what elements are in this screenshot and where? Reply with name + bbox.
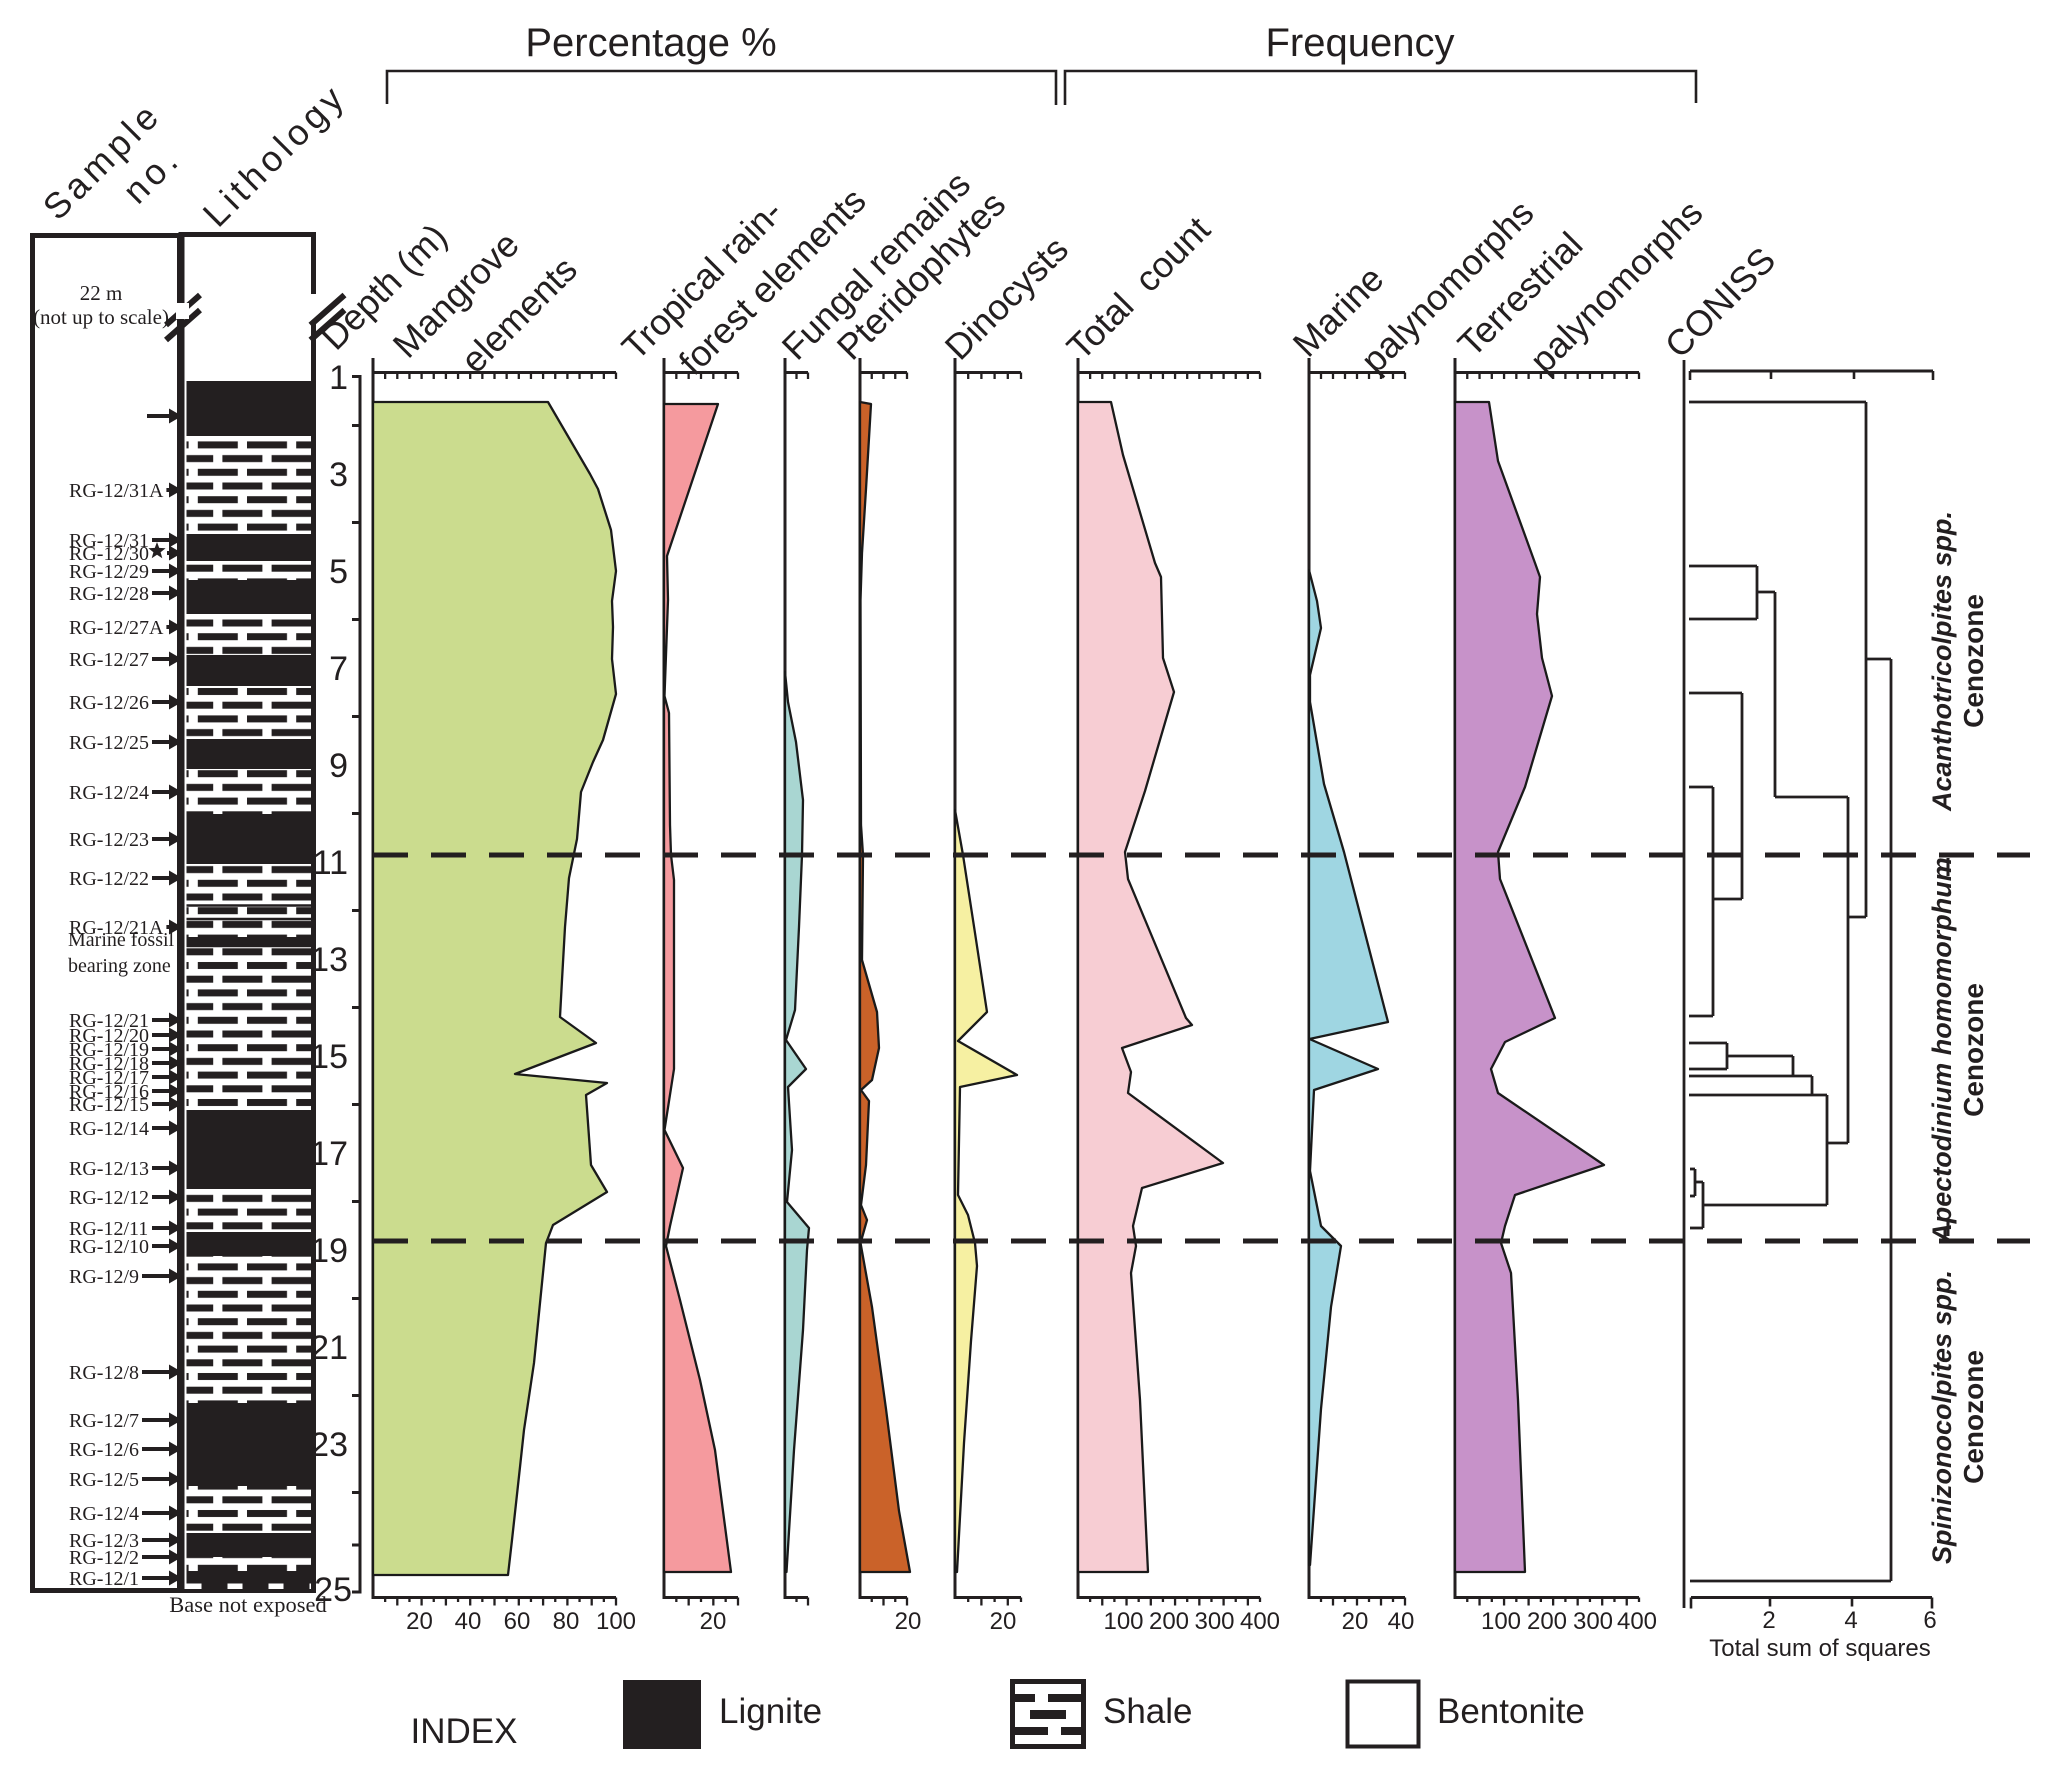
svg-text:RG-12/6: RG-12/6	[69, 1439, 139, 1461]
svg-text:5: 5	[329, 553, 348, 591]
svg-text:RG-12/1: RG-12/1	[69, 1568, 139, 1590]
svg-text:300: 300	[1573, 1608, 1613, 1635]
svg-text:20: 20	[1342, 1608, 1369, 1635]
svg-text:9: 9	[329, 747, 348, 785]
svg-text:RG-12/12: RG-12/12	[69, 1187, 149, 1209]
svg-text:20: 20	[990, 1608, 1017, 1635]
svg-text:RG-12/7: RG-12/7	[69, 1410, 139, 1432]
svg-text:RG-12/14: RG-12/14	[69, 1118, 149, 1140]
svg-text:20: 20	[895, 1608, 922, 1635]
svg-text:RG-12/21: RG-12/21	[69, 1010, 149, 1032]
svg-text:RG-12/2: RG-12/2	[69, 1547, 139, 1569]
svg-text:23: 23	[310, 1426, 348, 1464]
svg-text:19: 19	[310, 1232, 348, 1270]
svg-text:RG-12/25: RG-12/25	[69, 732, 149, 754]
svg-text:25: 25	[314, 1571, 352, 1609]
svg-text:RG-12/19: RG-12/19	[69, 1039, 149, 1061]
svg-text:RG-12/20: RG-12/20	[69, 1025, 149, 1047]
svg-text:Spinizonocolpites spp.: Spinizonocolpites spp.	[1927, 1270, 1957, 1564]
svg-text:RG-12/4: RG-12/4	[69, 1503, 139, 1525]
svg-text:RG-12/15: RG-12/15	[69, 1094, 149, 1116]
svg-text:40: 40	[455, 1608, 482, 1635]
svg-text:Lignite: Lignite	[719, 1692, 822, 1731]
svg-text:Cenozone: Cenozone	[1958, 983, 1989, 1117]
svg-text:80: 80	[553, 1608, 580, 1635]
svg-text:RG-12/10: RG-12/10	[69, 1236, 149, 1258]
svg-text:Marine fossil: Marine fossil	[68, 929, 175, 951]
svg-text:(not up to scale): (not up to scale)	[33, 305, 169, 329]
svg-text:RG-12/27: RG-12/27	[69, 649, 149, 671]
svg-text:Acanthotricolpites spp.: Acanthotricolpites spp.	[1927, 511, 1957, 812]
svg-text:RG-12/27A: RG-12/27A	[69, 617, 164, 639]
svg-text:Shale: Shale	[1103, 1692, 1193, 1731]
svg-text:100: 100	[1103, 1608, 1143, 1635]
svg-text:Total sum of squares: Total sum of squares	[1709, 1635, 1930, 1662]
svg-text:22 m: 22 m	[80, 281, 123, 305]
svg-text:RG-12/13: RG-12/13	[69, 1158, 149, 1180]
svg-text:RG-12/21A: RG-12/21A	[69, 917, 164, 939]
svg-text:4: 4	[1844, 1607, 1857, 1634]
svg-text:400: 400	[1617, 1608, 1657, 1635]
svg-text:1: 1	[329, 359, 348, 397]
svg-text:40: 40	[1388, 1608, 1415, 1635]
svg-text:RG-12/11: RG-12/11	[69, 1218, 148, 1240]
svg-text:6: 6	[1923, 1607, 1936, 1634]
svg-text:Cenozone: Cenozone	[1958, 594, 1989, 728]
svg-text:RG-12/18: RG-12/18	[69, 1053, 149, 1075]
svg-text:Frequency: Frequency	[1266, 21, 1455, 65]
svg-text:RG-12/28: RG-12/28	[69, 583, 149, 605]
svg-text:7: 7	[329, 650, 348, 688]
svg-text:13: 13	[310, 941, 348, 979]
svg-text:11: 11	[313, 844, 348, 882]
svg-text:RG-12/9: RG-12/9	[69, 1266, 139, 1288]
svg-text:20: 20	[700, 1608, 727, 1635]
svg-text:RG-12/22: RG-12/22	[69, 868, 149, 890]
svg-text:INDEX: INDEX	[411, 1712, 518, 1751]
svg-text:RG-12/31A: RG-12/31A	[69, 480, 164, 502]
svg-text:2: 2	[1762, 1607, 1775, 1634]
svg-text:100: 100	[596, 1608, 636, 1635]
svg-text:200: 200	[1149, 1608, 1189, 1635]
svg-text:400: 400	[1240, 1608, 1280, 1635]
svg-text:Base not exposed: Base not exposed	[169, 1592, 326, 1617]
svg-text:RG-12/3: RG-12/3	[69, 1530, 139, 1552]
svg-text:RG-12/16: RG-12/16	[69, 1081, 149, 1103]
svg-text:100: 100	[1481, 1608, 1521, 1635]
svg-text:RG-12/24: RG-12/24	[69, 782, 149, 804]
svg-text:17: 17	[310, 1135, 348, 1173]
svg-text:Percentage %: Percentage %	[525, 21, 776, 65]
svg-text:Bentonite: Bentonite	[1437, 1692, 1585, 1731]
svg-text:RG-12/29: RG-12/29	[69, 561, 149, 583]
svg-text:RG-12/30: RG-12/30	[69, 543, 149, 565]
svg-text:RG-12/23: RG-12/23	[69, 829, 149, 851]
svg-text:300: 300	[1194, 1608, 1234, 1635]
svg-text:RG-12/8: RG-12/8	[69, 1362, 139, 1384]
svg-text:RG-12/31: RG-12/31	[69, 530, 149, 552]
svg-text:RG-12/5: RG-12/5	[69, 1469, 139, 1491]
svg-text:21: 21	[310, 1329, 348, 1367]
svg-text:3: 3	[329, 456, 348, 494]
svg-text:200: 200	[1527, 1608, 1567, 1635]
svg-text:RG-12/26: RG-12/26	[69, 692, 149, 714]
svg-text:bearing zone: bearing zone	[68, 955, 171, 977]
svg-text:15: 15	[310, 1038, 348, 1076]
svg-text:20: 20	[406, 1608, 433, 1635]
svg-text:Cenozone: Cenozone	[1958, 1350, 1989, 1484]
svg-text:Apectodinium homomorphum: Apectodinium homomorphum	[1927, 857, 1957, 1243]
svg-text:60: 60	[504, 1608, 531, 1635]
svg-text:RG-12/17: RG-12/17	[69, 1067, 149, 1089]
